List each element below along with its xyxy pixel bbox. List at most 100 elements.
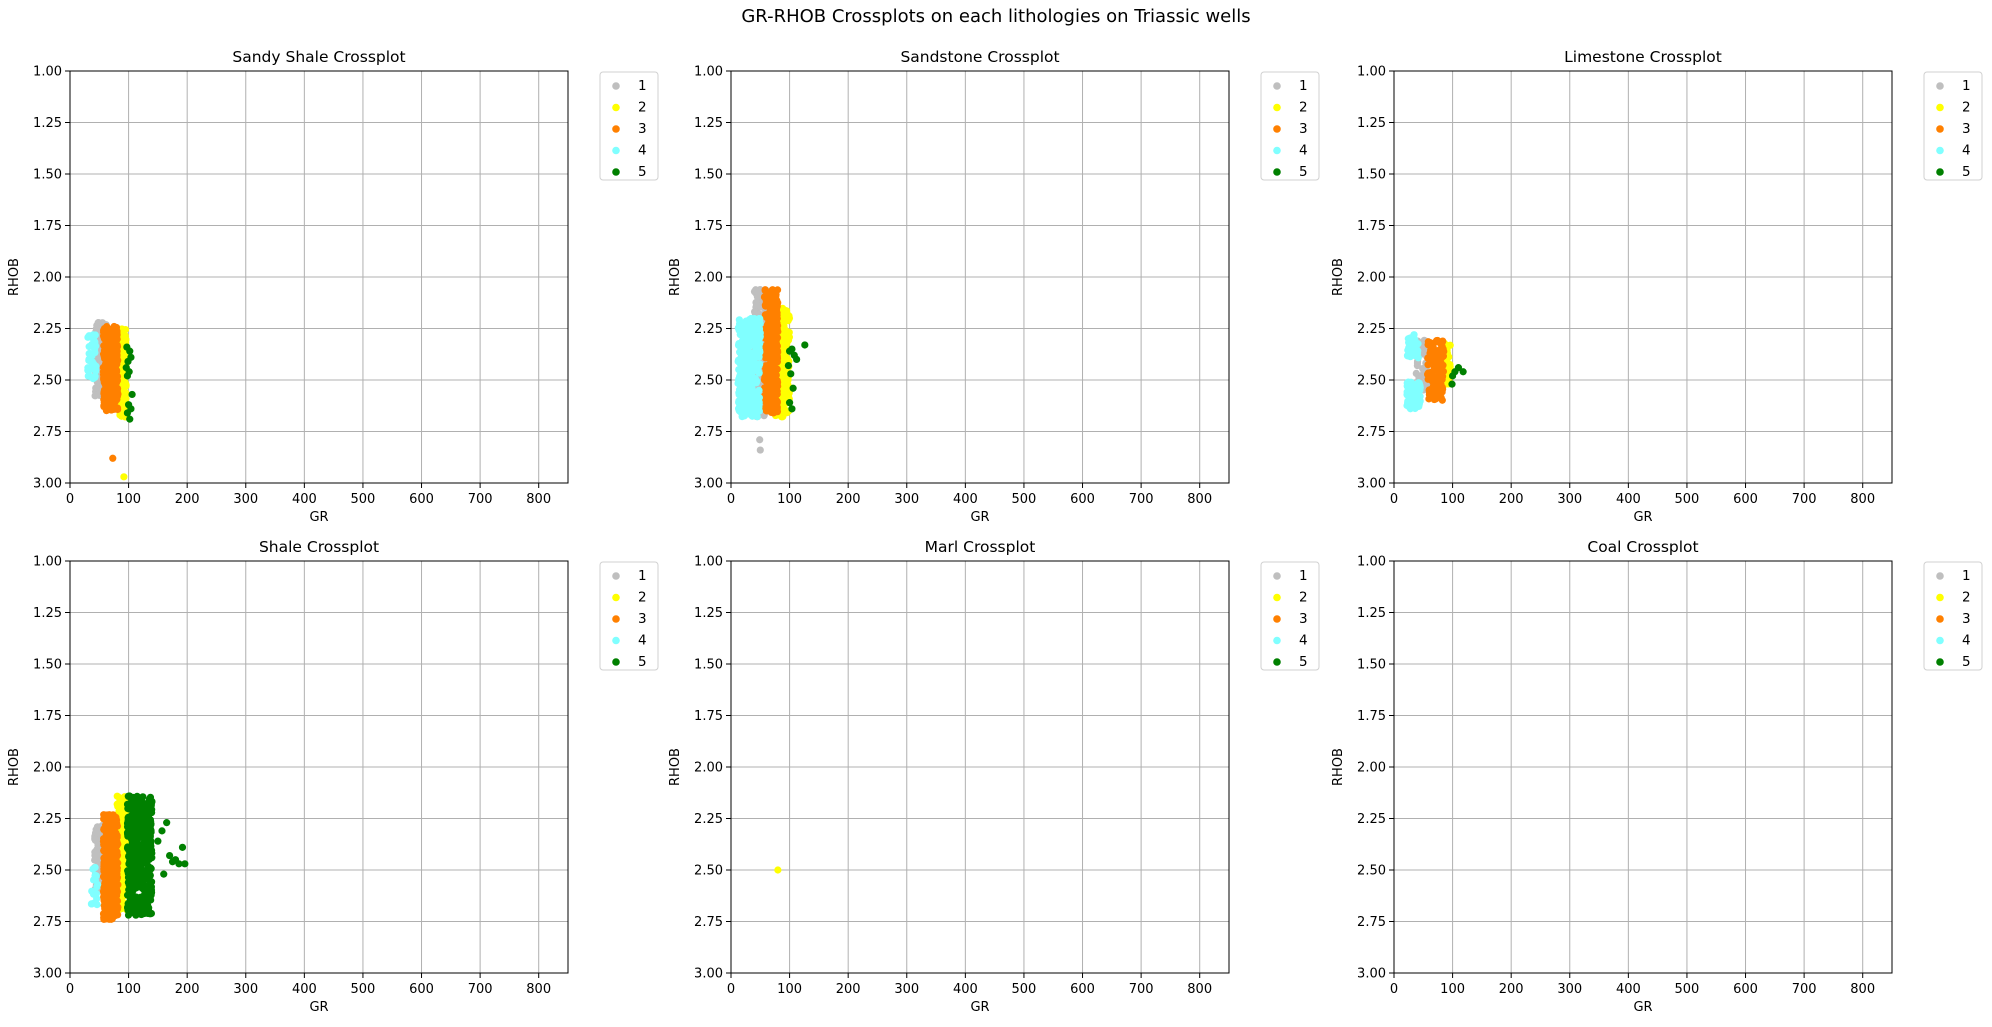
x-tick-label: 800 <box>526 492 551 507</box>
legend-label: 4 <box>1299 633 1308 649</box>
x-tick-label: 100 <box>1440 982 1465 997</box>
grid-lines <box>69 70 568 484</box>
grid-lines <box>69 560 568 974</box>
x-tick-label: 200 <box>836 982 861 997</box>
legend-marker <box>1936 572 1944 580</box>
y-tick-label: 1.75 <box>1357 709 1386 724</box>
y-tick-label: 3.00 <box>1357 967 1386 982</box>
x-tick-label: 600 <box>1733 982 1758 997</box>
y-tick-label: 3.00 <box>694 477 723 492</box>
data-point <box>765 308 774 317</box>
y-tick-label: 2.75 <box>694 425 723 440</box>
data-point <box>755 403 763 411</box>
data-point <box>782 354 790 363</box>
data-point <box>122 364 130 372</box>
series-3 <box>760 286 782 417</box>
data-point <box>127 843 135 851</box>
x-tick-label: 800 <box>1850 982 1875 997</box>
data-point <box>755 369 763 377</box>
legend-marker <box>1936 658 1944 666</box>
y-tick-label: 2.50 <box>33 864 62 879</box>
data-point <box>737 407 745 416</box>
y-tick-label: 2.75 <box>1357 425 1386 440</box>
x-tick-label: 700 <box>1129 492 1154 507</box>
data-point <box>109 454 117 462</box>
data-point <box>100 368 108 376</box>
data-point <box>741 318 749 327</box>
y-axis-label: RHOB <box>668 258 683 296</box>
y-tick-label: 2.50 <box>1357 864 1386 879</box>
data-point <box>756 436 764 444</box>
data-point <box>1403 352 1412 360</box>
legend-label: 4 <box>1962 143 1971 159</box>
y-axis-label: RHOB <box>7 748 22 786</box>
data-point <box>123 372 132 380</box>
x-tick-label: 600 <box>1070 492 1095 507</box>
data-point <box>751 359 760 367</box>
y-tick-label: 1.25 <box>694 606 723 621</box>
data-point <box>1424 361 1432 369</box>
legend-marker <box>1273 572 1281 580</box>
x-tick-label: 800 <box>1187 492 1212 507</box>
data-point <box>771 373 779 381</box>
legend-label: 1 <box>638 78 647 94</box>
y-tick-label: 1.00 <box>694 555 723 570</box>
series-2 <box>774 866 782 874</box>
data-point <box>107 330 115 338</box>
data-point <box>93 883 101 891</box>
data-point <box>100 375 108 384</box>
data-point <box>108 884 116 893</box>
data-point <box>772 356 780 364</box>
data-point <box>128 908 136 916</box>
series-3 <box>99 811 122 923</box>
data-point <box>146 834 154 842</box>
y-tick-label: 2.75 <box>694 915 723 930</box>
data-point <box>136 883 144 891</box>
x-tick-label: 300 <box>894 982 919 997</box>
data-point <box>102 397 110 405</box>
y-tick-label: 1.25 <box>33 116 62 131</box>
legend: 1 2 3 4 5 <box>1923 561 1983 671</box>
y-tick-label: 1.75 <box>694 219 723 234</box>
data-points <box>774 866 782 874</box>
legend-marker <box>1273 82 1281 90</box>
series-4 <box>87 863 102 909</box>
legend-marker <box>612 636 620 645</box>
legend-label: 4 <box>638 143 647 159</box>
data-point <box>745 348 754 356</box>
x-tick-label: 800 <box>1187 982 1212 997</box>
y-tick-label: 1.50 <box>33 658 62 673</box>
data-point <box>166 851 174 860</box>
legend-label: 5 <box>1299 654 1308 670</box>
legend: 1 2 3 4 5 <box>599 561 659 671</box>
data-point <box>785 399 794 407</box>
data-point <box>1403 382 1411 390</box>
y-axis-label: RHOB <box>7 258 22 296</box>
legend-marker <box>612 146 620 155</box>
data-point <box>778 413 787 421</box>
x-tick-label: 400 <box>953 982 978 997</box>
data-point <box>761 374 769 382</box>
data-point <box>1439 361 1447 369</box>
data-point <box>105 389 114 397</box>
data-point <box>108 851 116 860</box>
data-point <box>121 389 129 398</box>
data-point <box>99 910 108 918</box>
data-point <box>147 885 155 893</box>
data-point <box>113 838 121 846</box>
y-tick-label: 1.00 <box>33 65 62 80</box>
data-point <box>125 891 133 899</box>
legend-label: 2 <box>1962 100 1971 116</box>
legend: 1 2 3 4 5 <box>1923 71 1983 181</box>
data-point <box>1438 388 1446 396</box>
data-point <box>753 347 761 356</box>
legend-label: 5 <box>1962 164 1971 180</box>
series-5 <box>122 343 136 423</box>
legend-marker <box>1936 168 1944 176</box>
y-tick-label: 3.00 <box>33 477 62 492</box>
data-point <box>111 353 120 361</box>
x-axis-label: GR <box>309 1000 328 1015</box>
y-tick-label: 2.25 <box>1357 322 1386 337</box>
y-tick-label: 1.50 <box>694 168 723 183</box>
y-tick-label: 1.75 <box>694 709 723 724</box>
